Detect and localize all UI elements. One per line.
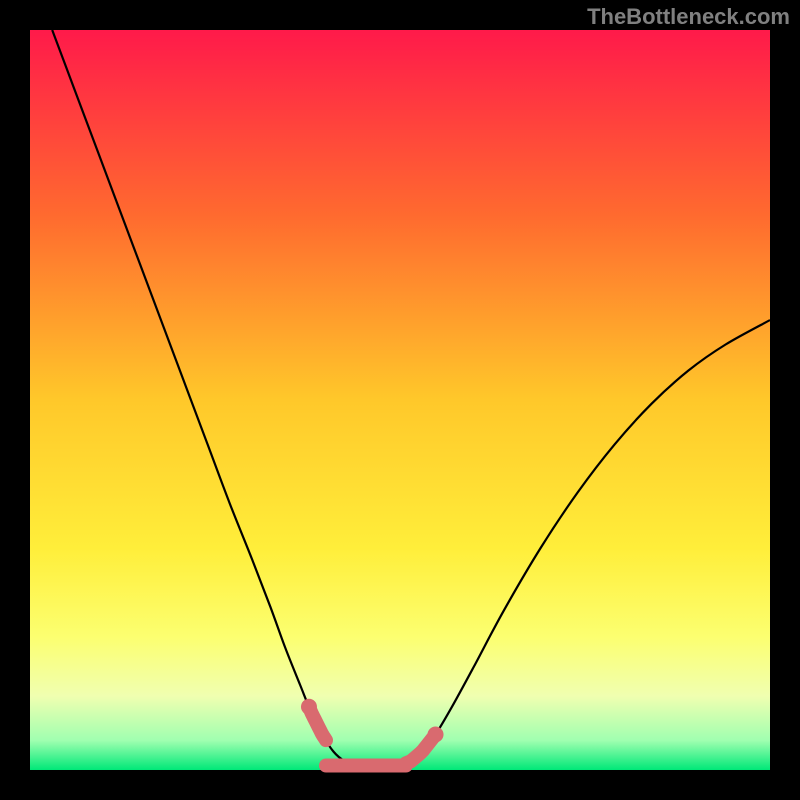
watermark-text: TheBottleneck.com: [587, 4, 790, 30]
bottleneck-chart: [0, 0, 800, 800]
chart-container: TheBottleneck.com: [0, 0, 800, 800]
